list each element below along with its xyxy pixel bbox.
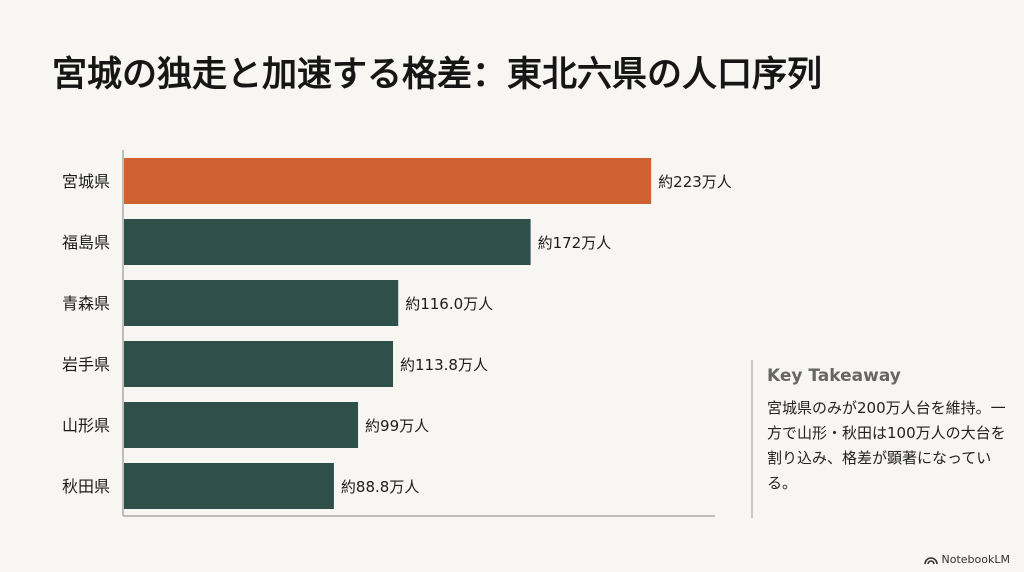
bar: [124, 158, 652, 204]
page-title: 宮城の独走と加速する格差：東北六県の人口序列: [52, 54, 823, 95]
data-label: 約88.8万人: [341, 478, 419, 496]
notebooklm-logo-icon: [923, 556, 938, 564]
bar: [124, 463, 334, 509]
brand-label: NotebookLM: [941, 553, 1010, 566]
data-label: 約223万人: [658, 173, 732, 191]
bar: [124, 402, 359, 448]
data-label: 約113.8万人: [400, 356, 488, 374]
category-label: 秋田県: [62, 477, 110, 496]
bar: [124, 341, 394, 387]
category-label: 岩手県: [62, 355, 110, 374]
data-label: 約99万人: [365, 417, 429, 435]
category-label: 宮城県: [62, 172, 110, 191]
bar: [124, 219, 531, 265]
bar: [124, 280, 399, 326]
takeaway-title: Key Takeaway: [767, 366, 901, 386]
data-label: 約116.0万人: [405, 295, 493, 313]
category-label: 山形県: [62, 416, 110, 435]
takeaway-body: 宮城県のみが200万人台を維持。一方で山形・秋田は100万人の大台を割り込み、格…: [767, 399, 1006, 492]
category-label: 青森県: [62, 294, 110, 313]
data-label: 約172万人: [538, 234, 612, 252]
brand-watermark: NotebookLM: [923, 553, 1010, 566]
key-takeaway-panel: Key Takeaway 宮城県のみが200万人台を維持。一方で山形・秋田は10…: [751, 360, 1007, 518]
category-label: 福島県: [62, 233, 110, 252]
